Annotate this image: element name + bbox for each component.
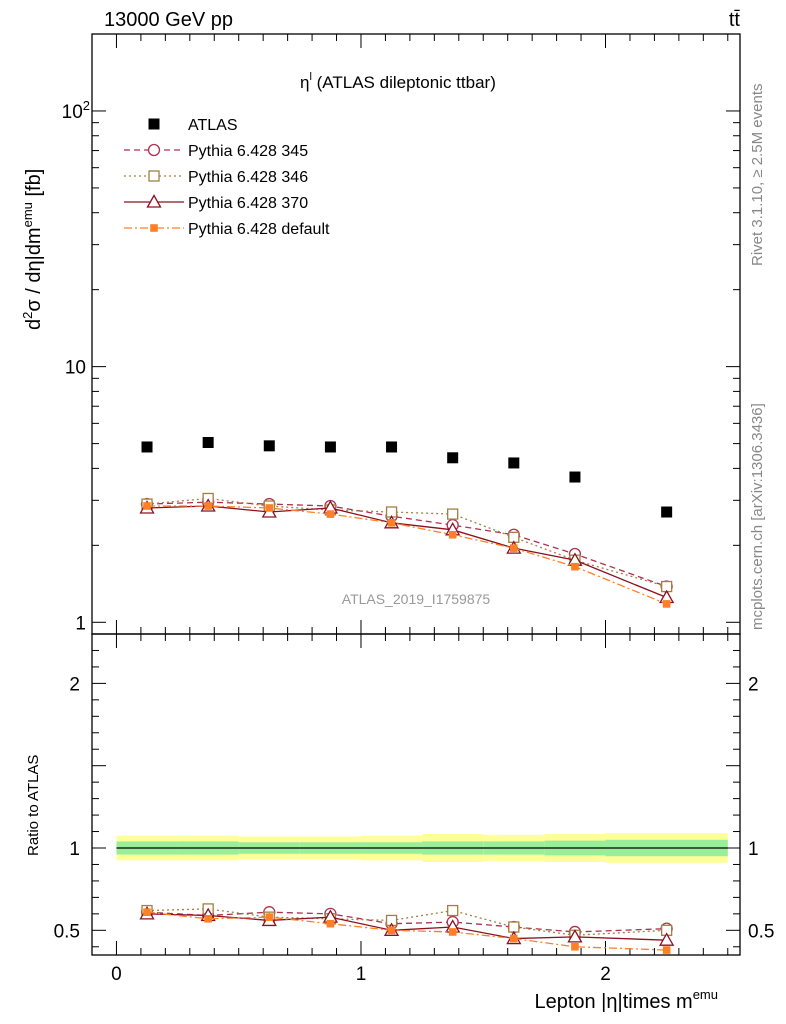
ratio-point-3: [326, 919, 335, 928]
main-panel: 1 10 102: [62, 33, 741, 635]
legend-marker: [148, 118, 160, 130]
main-point-0: [202, 436, 214, 448]
main-point-4: [326, 510, 335, 518]
ratio-point-3: [662, 946, 671, 954]
ratio-y-tick-label-right: 0.5: [748, 921, 774, 942]
legend: ATLAS Pythia 6.428 345 Pythia 6.428 346 Pyt…: [124, 117, 330, 238]
legend-label: ATLAS: [188, 117, 238, 134]
main-point-0: [569, 471, 581, 483]
main-point-4: [662, 600, 671, 608]
main-point-4: [571, 562, 579, 571]
main-point-0: [447, 452, 459, 464]
ratio-ylabel: Ratio to ATLAS: [25, 755, 42, 856]
ratio-point-3: [387, 926, 396, 935]
legend-label: Pythia 6.428 346: [188, 169, 308, 186]
main-y-tick-label: 10: [65, 358, 86, 379]
main-point-0: [386, 441, 398, 453]
main-point-4: [265, 504, 274, 512]
main-point-4: [448, 530, 457, 539]
ratio-y-tick-label: 2: [69, 674, 80, 695]
main-series-line-2: [146, 497, 667, 588]
ratio-point-2: [659, 932, 675, 946]
main-point-0: [508, 457, 520, 469]
ratio-point-3: [510, 934, 518, 943]
main-series-line-3: [146, 505, 667, 599]
ratio-y-tick-label-right: 1: [748, 839, 759, 860]
mcplots-label: mcplots.cern.ch [arXiv:1306.3436]: [749, 403, 766, 630]
main-y-tick-label: 102: [62, 98, 90, 123]
main-point-0: [661, 506, 673, 518]
legend-marker: [150, 224, 158, 232]
x-tick-label: 0: [111, 964, 122, 985]
ratio-point-3: [571, 942, 579, 951]
ratio-point-3: [143, 908, 151, 916]
main-point-4: [387, 519, 396, 527]
x-tick-label: 1: [356, 964, 367, 985]
main-point-4: [510, 544, 518, 552]
legend-marker: [147, 143, 161, 157]
analysis-label: ATLAS_2019_I1759875: [342, 591, 491, 607]
main-y-tick-label: 1: [75, 613, 86, 634]
process-label: tt̄: [729, 9, 741, 31]
legend-label: Pythia 6.428 345: [188, 143, 308, 160]
ratio-y-tick-label-right: 2: [748, 674, 759, 695]
ratio-point-3: [265, 913, 274, 921]
ratio-point-3: [204, 914, 212, 923]
legend-label: Pythia 6.428 default: [188, 221, 330, 238]
rivet-label: Rivet 3.1.10, ≥ 2.5M events: [749, 84, 766, 267]
legend-marker: [146, 194, 162, 208]
ratio-y-tick-label: 0.5: [54, 921, 80, 942]
ratio-point-2: [567, 929, 583, 943]
main-series-line-4: [147, 505, 667, 605]
ratio-point-1: [508, 921, 520, 933]
main-title: ηl (ATLAS dileptonic ttbar): [300, 71, 496, 92]
main-point-4: [143, 502, 151, 510]
ratio-point-3: [448, 928, 457, 936]
main-ylabel: d2σ / dη|dmemu [fb]: [20, 169, 45, 330]
ratio-panel: 0 1 2 0.5 0.5 1 1 2 2: [54, 34, 774, 985]
ratio-point-1: [447, 904, 459, 917]
main-point-0: [263, 440, 275, 452]
main-point-2: [447, 508, 459, 520]
main-point-0: [324, 441, 336, 453]
x-axis-label: Lepton |η|times memu: [534, 987, 718, 1013]
main-point-0: [141, 441, 153, 453]
energy-label: 13000 GeV pp: [104, 9, 233, 31]
legend-marker: [148, 170, 160, 182]
ratio-y-tick-label: 1: [69, 839, 80, 860]
ratio-frame: [91, 633, 741, 956]
main-point-4: [204, 502, 212, 510]
main-series-line-1: [146, 501, 667, 588]
x-tick-label: 2: [600, 964, 611, 985]
legend-label: Pythia 6.428 370: [188, 195, 308, 212]
